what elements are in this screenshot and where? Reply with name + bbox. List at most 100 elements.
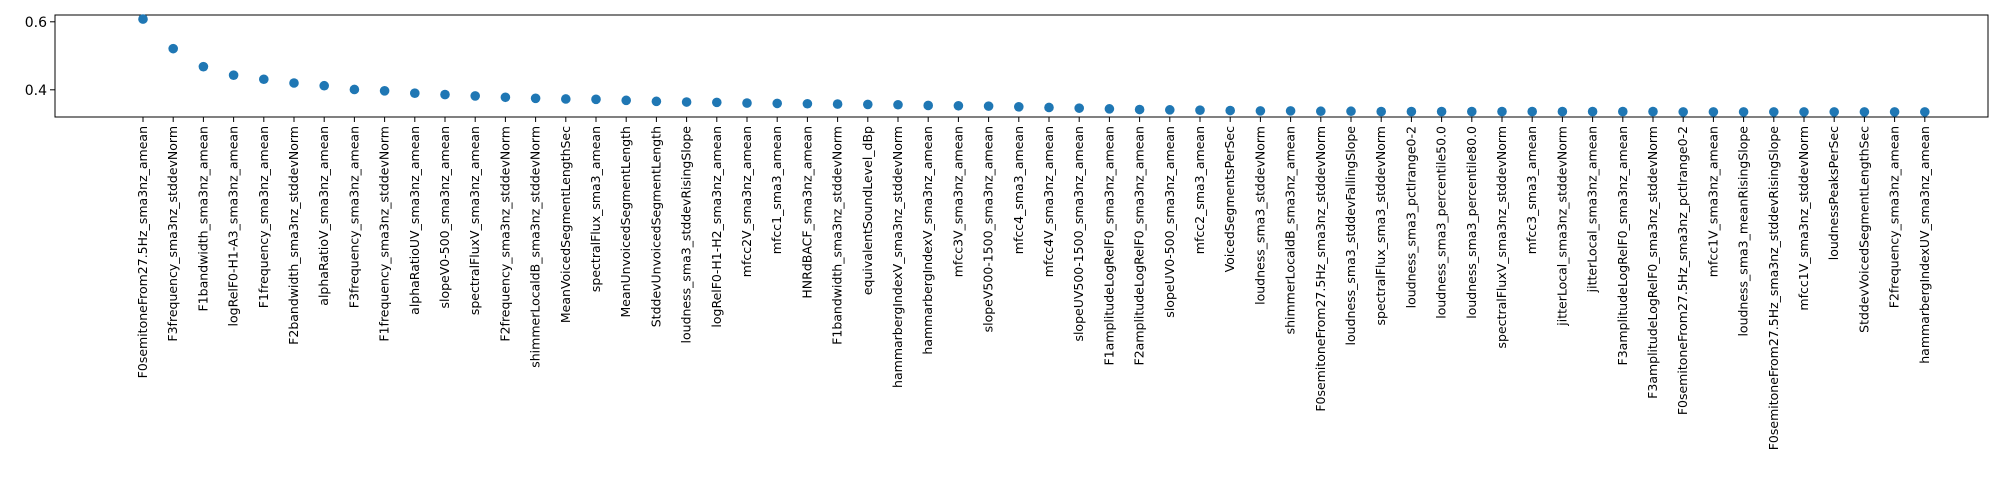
data-point (1225, 105, 1235, 116)
data-point (953, 100, 964, 111)
data-point (1618, 106, 1628, 117)
data-point (1769, 107, 1779, 117)
data-point (1557, 106, 1568, 117)
data-point (1889, 107, 1900, 117)
data-point (379, 86, 390, 96)
data-point (349, 84, 360, 95)
x-tick-label: mfcc1V_sma3nz_amean (1705, 126, 1720, 277)
data-point (1497, 106, 1507, 117)
x-tick-label: hammarbergIndexV_sma3nz_amean (920, 126, 935, 355)
data-point (500, 92, 511, 103)
data-point (228, 70, 239, 80)
data-point (1799, 107, 1809, 117)
x-tick-label: loudness_sma3_stddevFallingSlope (1343, 126, 1358, 346)
data-point (1074, 103, 1084, 113)
x-tick-label: F3amplitudeLogRelF0_sma3nz_amean (1615, 126, 1630, 365)
y-tick-label: 0.6 (25, 15, 47, 31)
x-tick-label: hammarbergIndexV_sma3nz_stddevNorm (890, 126, 905, 388)
x-tick-label: StddevVoicedSegmentLengthSec (1856, 126, 1871, 333)
x-tick-label: F0semitoneFrom27.5Hz_sma3nz_pctlrange0-2 (1675, 126, 1690, 415)
x-tick-label: F0semitoneFrom27.5Hz_sma3nz_stddevNorm (1313, 126, 1328, 412)
data-point (1285, 106, 1296, 116)
data-point (168, 43, 178, 54)
x-tick-label: spectralFlux_sma3_amean (588, 126, 603, 292)
x-tick-label: mfcc1V_sma3nz_stddevNorm (1796, 126, 1811, 311)
x-tick-label: mfcc4_sma3_amean (1011, 126, 1026, 254)
x-tick-label: F0semitoneFrom27.5Hz_sma3nz_amean (135, 126, 150, 378)
data-point (712, 97, 722, 108)
data-point (1708, 107, 1719, 117)
x-tick-label: HNRdBACF_sma3nz_amean (799, 126, 814, 299)
data-point (923, 100, 933, 111)
data-point (1406, 106, 1417, 117)
data-point (772, 98, 782, 109)
x-tick-label: mfcc1_sma3_amean (769, 126, 784, 254)
x-tick-label: slopeUV0-500_sma3nz_amean (1162, 126, 1177, 318)
plot-frame (54, 14, 1989, 118)
data-point (1376, 106, 1386, 117)
data-point (1829, 107, 1839, 117)
x-tick-label: F2bandwidth_sma3nz_stddevNorm (286, 126, 301, 345)
x-tick-label: loudness_sma3_percentile80.0 (1464, 126, 1479, 319)
chart-marks: 0.4 0.6 F0semitoneFrom27.5Hz_sma3nz_amean F… (25, 14, 1989, 450)
data-point (198, 61, 209, 72)
data-point (289, 78, 299, 88)
data-point (742, 98, 752, 108)
x-tick-label: loudness_sma3_meanRisingSlope (1736, 126, 1751, 337)
x-tick-label: alphaRatioUV_sma3nz_amean (407, 126, 422, 315)
x-tick-label: loudness_sma3_pctlrange0-2 (1403, 126, 1418, 308)
x-tick-label: spectralFluxV_sma3nz_amean (467, 126, 482, 315)
data-point (802, 98, 813, 109)
x-tick-label: loudnessPeaksPerSec (1826, 126, 1841, 260)
data-point (530, 93, 541, 104)
x-tick-label: F1bandwidth_sma3nz_stddevNorm (830, 126, 845, 345)
data-point (1134, 104, 1145, 115)
x-tick-label: loudness_sma3_percentile50.0 (1434, 126, 1449, 319)
x-tick-label: mfcc2_sma3_amean (1192, 126, 1207, 254)
x-tick-label: spectralFlux_sma3_stddevNorm (1373, 126, 1388, 325)
x-tick-label: jitterLocal_sma3nz_amean (1585, 126, 1600, 293)
x-tick-label: loudness_sma3_stddevNorm (1252, 126, 1267, 305)
data-point (1678, 107, 1688, 117)
data-point (1014, 102, 1024, 112)
data-point (832, 99, 843, 109)
x-tick-label: mfcc2V_sma3nz_amean (739, 126, 754, 277)
x-tick-label: spectralFluxV_sma3nz_stddevNorm (1494, 126, 1509, 348)
data-point (863, 99, 873, 110)
data-point (621, 95, 631, 106)
data-point (651, 96, 662, 107)
x-tick-label: StddevUnvoicedSegmentLength (648, 126, 663, 327)
data-point (681, 97, 692, 107)
data-point (1255, 106, 1266, 116)
x-tick-label: slopeV0-500_sma3nz_amean (437, 126, 452, 309)
x-tick-label: shimmerLocaldB_sma3nz_stddevNorm (528, 126, 543, 368)
data-point (1648, 106, 1658, 117)
data-point (470, 91, 481, 101)
x-tick-label: logRelF0-H1-H2_sma3nz_amean (709, 126, 724, 328)
x-tick-label: slopeV500-1500_sma3nz_amean (981, 126, 996, 332)
data-point (1044, 102, 1054, 113)
x-tick-label: F2frequency_sma3nz_stddevNorm (497, 126, 512, 342)
x-tick-label: F3frequency_sma3nz_amean (346, 126, 361, 308)
data-point (983, 101, 994, 111)
data-point (319, 80, 330, 91)
x-tick-label: logRelF0-H1-A3_sma3nz_amean (226, 126, 241, 326)
data-point (1859, 107, 1870, 117)
data-point (259, 74, 269, 85)
x-tick-label: MeanUnvoicedSegmentLength (618, 126, 633, 318)
data-point (440, 89, 450, 100)
x-tick-label: jitterLocal_sma3nz_stddevNorm (1554, 126, 1569, 327)
x-tick-label: loudness_sma3_stddevRisingSlope (679, 126, 694, 344)
x-tick-label: mfcc3V_sma3nz_amean (950, 126, 965, 277)
x-tick-label: mfcc4V_sma3nz_amean (1041, 126, 1056, 277)
data-point (410, 88, 420, 98)
x-tick-label: equivalentSoundLevel_dBp (860, 126, 875, 295)
x-tick-label: slopeUV500-1500_sma3nz_amean (1071, 126, 1086, 342)
x-tick-label: F2amplitudeLogRelF0_sma3nz_amean (1132, 126, 1147, 365)
data-point (1920, 107, 1930, 117)
data-point (1104, 104, 1115, 114)
x-tick-label: mfcc3_sma3_amean (1524, 126, 1539, 254)
data-point (1436, 106, 1447, 117)
